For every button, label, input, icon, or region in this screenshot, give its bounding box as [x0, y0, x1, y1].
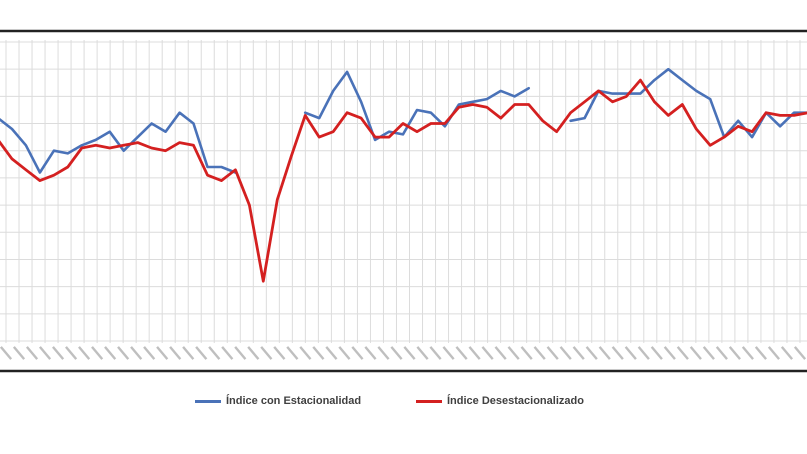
x-tick-label	[715, 346, 728, 360]
x-tick-label	[468, 346, 481, 360]
grid-lines	[0, 40, 807, 343]
legend-label: Índice Desestacionalizado	[447, 395, 584, 407]
x-tick-label	[403, 346, 416, 360]
x-tick-label	[416, 346, 429, 360]
legend-swatch-blue	[195, 399, 221, 403]
x-tick-label	[195, 346, 208, 360]
line-chart	[0, 29, 807, 373]
x-axis-ticks	[0, 346, 807, 360]
x-tick-label	[52, 346, 65, 360]
x-tick-label	[442, 346, 455, 360]
x-tick-label	[364, 346, 377, 360]
x-tick-label	[221, 346, 234, 360]
x-tick-label	[507, 346, 520, 360]
x-tick-label	[351, 346, 364, 360]
x-tick-label	[25, 346, 39, 360]
x-tick-label	[104, 346, 117, 360]
x-tick-label	[767, 346, 781, 360]
x-tick-label	[299, 346, 312, 360]
x-tick-label	[546, 346, 559, 360]
legend-item-estacionalidad: Índice con Estacionalidad	[195, 391, 361, 411]
x-tick-label	[650, 346, 663, 360]
x-tick-label	[182, 346, 195, 360]
x-tick-label	[286, 346, 299, 360]
x-tick-label	[429, 346, 442, 360]
x-tick-label	[624, 346, 637, 360]
x-tick-label	[78, 346, 91, 360]
x-tick-label	[585, 346, 598, 360]
x-tick-label	[273, 346, 286, 360]
legend-label: Índice con Estacionalidad	[226, 395, 362, 407]
x-tick-label	[793, 346, 807, 360]
series-line-estacionalidad	[0, 67, 807, 174]
x-tick-label	[481, 346, 494, 360]
x-tick-label	[312, 346, 325, 360]
x-tick-label	[455, 346, 468, 360]
legend: Índice con Estacionalidad Índice Desesta…	[0, 391, 807, 411]
legend-swatch-red	[416, 399, 442, 403]
x-tick-label	[611, 346, 624, 360]
x-tick-label	[91, 346, 104, 360]
x-tick-label	[260, 346, 273, 360]
x-tick-label	[689, 346, 702, 360]
x-tick-label	[520, 346, 533, 360]
x-tick-label	[702, 346, 715, 360]
x-tick-label	[559, 346, 572, 360]
x-tick-label	[156, 346, 169, 360]
x-tick-label	[754, 346, 767, 360]
plot-area-background	[0, 29, 807, 373]
x-tick-label	[0, 346, 13, 360]
x-tick-label	[780, 346, 794, 360]
x-tick-label	[572, 346, 585, 360]
x-tick-label	[169, 346, 182, 360]
x-tick-label	[38, 346, 52, 360]
series-lines	[0, 67, 807, 283]
x-tick-label	[390, 346, 403, 360]
x-tick-label	[65, 346, 78, 360]
x-tick-label	[12, 346, 26, 360]
series-line-desestacionalizado	[0, 78, 807, 283]
x-tick-label	[325, 346, 338, 360]
x-tick-label	[234, 346, 247, 360]
x-tick-label	[676, 346, 689, 360]
x-tick-label	[494, 346, 507, 360]
x-tick-label	[247, 346, 260, 360]
x-tick-label	[143, 346, 156, 360]
x-tick-label	[533, 346, 546, 360]
x-tick-label	[741, 346, 754, 360]
x-tick-label	[598, 346, 611, 360]
x-tick-label	[663, 346, 676, 360]
x-tick-label	[338, 346, 351, 360]
legend-item-desestacionalizado: Índice Desestacionalizado	[416, 391, 584, 411]
x-tick-label	[117, 346, 130, 360]
x-tick-label	[728, 346, 741, 360]
x-tick-label	[130, 346, 143, 360]
x-tick-label	[208, 346, 221, 360]
x-tick-label	[377, 346, 390, 360]
x-tick-label	[637, 346, 650, 360]
